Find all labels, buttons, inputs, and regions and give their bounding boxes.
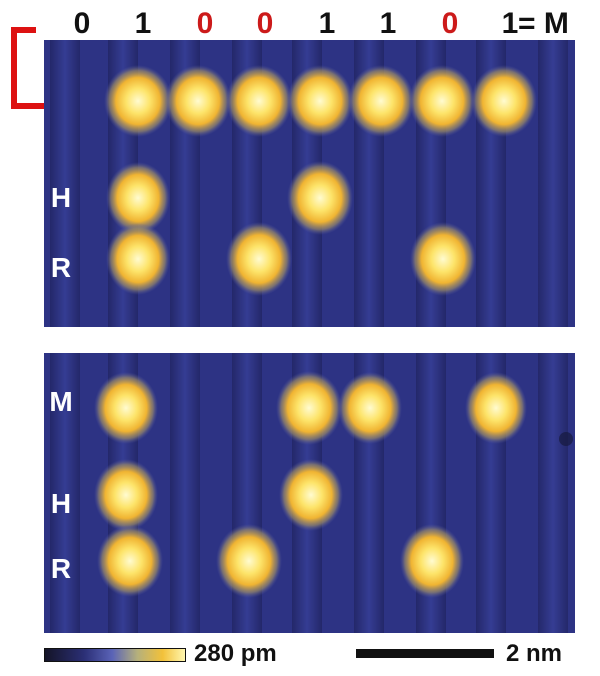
bit-4: 1 [318, 7, 336, 40]
atom-row-bits [104, 65, 537, 137]
surface-defect [559, 432, 573, 446]
colorbar-label: 280 pm [194, 640, 277, 667]
atom-row-r-top [106, 222, 476, 296]
row-label-r-top: R [50, 252, 72, 283]
atom-row-h-top [106, 161, 353, 235]
row-label-r-bottom: R [50, 553, 72, 584]
bit-6: 0 [441, 7, 459, 40]
atom-row-m [94, 371, 527, 445]
atom-row-h-bottom [94, 459, 343, 531]
atom-row-r-bottom [97, 524, 464, 598]
bit-3: 0 [256, 7, 274, 40]
bit-7: 1 [501, 7, 519, 40]
row-label-m: M [49, 386, 73, 417]
scalebar-label: 2 nm [506, 640, 563, 667]
stm-image-bottom: M H R [44, 353, 575, 633]
length-scalebar [356, 649, 494, 658]
equals-m-label: = M [518, 7, 569, 40]
bit-5: 1 [379, 7, 397, 40]
row-label-h-bottom: H [50, 488, 72, 519]
stm-image-top: H R [44, 40, 575, 327]
bit-1: 1 [134, 7, 152, 40]
bit-2: 0 [196, 7, 214, 40]
height-colorbar [44, 648, 186, 662]
row-label-h-top: H [50, 182, 72, 213]
bit-0: 0 [73, 7, 91, 40]
bit-row: 0 1 0 0 1 1 0 1 = M [0, 0, 600, 50]
